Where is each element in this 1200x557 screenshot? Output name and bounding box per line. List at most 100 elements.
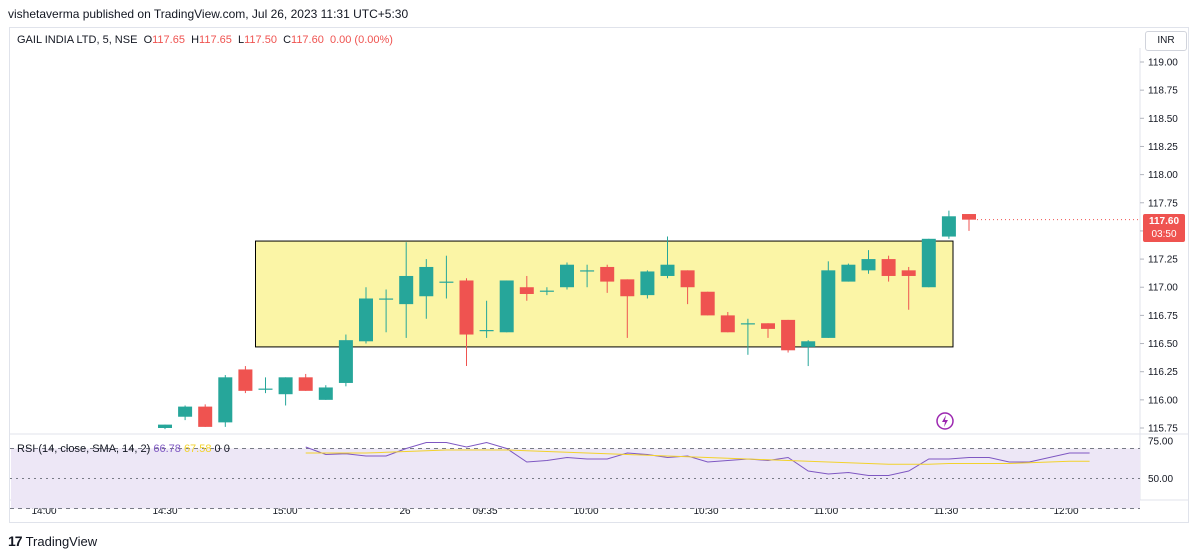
candle xyxy=(901,266,916,310)
candle-body xyxy=(680,270,695,288)
y-tick-label: 115.75 xyxy=(1148,424,1178,435)
candle-body xyxy=(620,279,635,297)
rsi-y-tick-label: 50.00 xyxy=(1148,474,1173,485)
y-tick-label: 118.75 xyxy=(1148,86,1178,97)
rsi-extra-values: 0 0 xyxy=(214,443,230,455)
candle xyxy=(318,385,333,400)
lightning-icon xyxy=(936,412,954,430)
candle xyxy=(379,289,394,333)
x-tick-label: 14:30 xyxy=(152,506,177,517)
candle-body xyxy=(258,388,273,390)
low-value: 117.50 xyxy=(244,34,277,46)
candle xyxy=(298,373,313,391)
candle xyxy=(399,242,414,338)
candle xyxy=(841,263,856,282)
candle-body xyxy=(379,298,394,300)
candle xyxy=(761,323,775,338)
y-tick-label: 116.75 xyxy=(1148,311,1178,322)
chart-frame xyxy=(9,27,1189,523)
last-price-label: 117.60 03:50 xyxy=(1143,214,1185,242)
candle-body xyxy=(198,406,213,427)
candle-body xyxy=(419,266,434,297)
candle-body xyxy=(439,281,454,283)
candle xyxy=(660,236,675,279)
candle-body xyxy=(660,264,675,276)
candle xyxy=(861,250,876,274)
candle xyxy=(519,275,534,301)
footer-brand[interactable]: TradingView xyxy=(25,533,98,549)
rsi-legend: RSI (14, close, SMA, 14, 2) 66.78 67.58 … xyxy=(17,443,230,455)
bar-countdown: 03:50 xyxy=(1151,229,1177,240)
x-tick-label: 09:35 xyxy=(472,506,497,517)
candle xyxy=(439,255,454,299)
publisher-caption: vishetaverma published on TradingView.co… xyxy=(8,7,409,21)
x-tick-label: 11:00 xyxy=(814,506,839,517)
candle xyxy=(158,424,172,430)
candle xyxy=(539,287,554,296)
candle-body xyxy=(459,280,474,335)
x-tick-label: 26 xyxy=(399,506,411,517)
candle xyxy=(560,262,574,290)
candle xyxy=(419,259,434,319)
last-price-value: 117.60 xyxy=(1148,216,1180,227)
currency-button[interactable]: INR xyxy=(1145,31,1187,51)
rsi-value: 66.78 xyxy=(153,443,181,455)
candle-body xyxy=(901,270,916,276)
x-tick-label: 11:30 xyxy=(934,506,959,517)
rsi-y-tick-label: 75.00 xyxy=(1148,437,1173,448)
candle-body xyxy=(178,406,193,417)
candle xyxy=(278,377,293,406)
candle-body xyxy=(881,259,896,276)
candle-body xyxy=(278,377,293,395)
tradingview-logo-icon[interactable]: 17 xyxy=(8,533,23,549)
candle-body xyxy=(941,216,956,237)
candle-body xyxy=(399,275,414,305)
candle-body xyxy=(861,259,876,271)
candle-body xyxy=(841,264,856,282)
rsi-name[interactable]: RSI (14, close, SMA, 14, 2) xyxy=(17,443,151,455)
rsi-line xyxy=(305,441,1090,476)
candle-body xyxy=(821,270,836,338)
candle-body xyxy=(499,280,514,333)
candle-body xyxy=(560,264,574,288)
candle xyxy=(962,214,976,231)
candle-body xyxy=(781,319,796,351)
candle xyxy=(359,287,373,344)
y-tick-label: 117.25 xyxy=(1148,255,1178,266)
footer: 17 TradingView xyxy=(8,533,97,549)
y-tick-label: 118.25 xyxy=(1148,142,1178,153)
rsi-sma-line xyxy=(305,449,1090,465)
candle-body xyxy=(338,340,353,383)
symbol-label[interactable]: GAIL INDIA LTD, 5, NSE xyxy=(17,34,138,46)
candle-body xyxy=(640,271,655,296)
x-tick-label: 15:00 xyxy=(272,506,297,517)
candle-body xyxy=(539,290,554,292)
x-tick-label: 10:30 xyxy=(693,506,718,517)
candle xyxy=(178,405,193,421)
candle xyxy=(198,404,213,427)
candle xyxy=(881,255,896,282)
candle xyxy=(459,278,474,367)
candle-body xyxy=(740,323,755,325)
candle xyxy=(921,238,936,288)
candle-body xyxy=(580,270,595,272)
close-label: C xyxy=(283,34,292,46)
y-tick-label: 119.00 xyxy=(1148,58,1178,69)
high-value: 117.65 xyxy=(199,34,232,46)
candle xyxy=(740,318,755,355)
open-value: 117.65 xyxy=(152,34,185,46)
x-tick-label: 14:00 xyxy=(31,506,56,517)
close-value: 117.60 xyxy=(291,34,324,46)
ohlc-legend: GAIL INDIA LTD, 5, NSE O117.65 H117.65 L… xyxy=(17,34,393,46)
candle-body xyxy=(359,298,373,342)
candle-body xyxy=(761,323,775,329)
candle-body xyxy=(158,424,172,428)
candle-body xyxy=(298,377,313,391)
y-tick-label: 116.00 xyxy=(1148,395,1178,406)
y-tick-label: 118.00 xyxy=(1148,170,1178,181)
candle-body xyxy=(720,315,735,333)
candle-body xyxy=(921,238,936,288)
high-label: H xyxy=(191,34,200,46)
candle-body xyxy=(479,330,494,332)
